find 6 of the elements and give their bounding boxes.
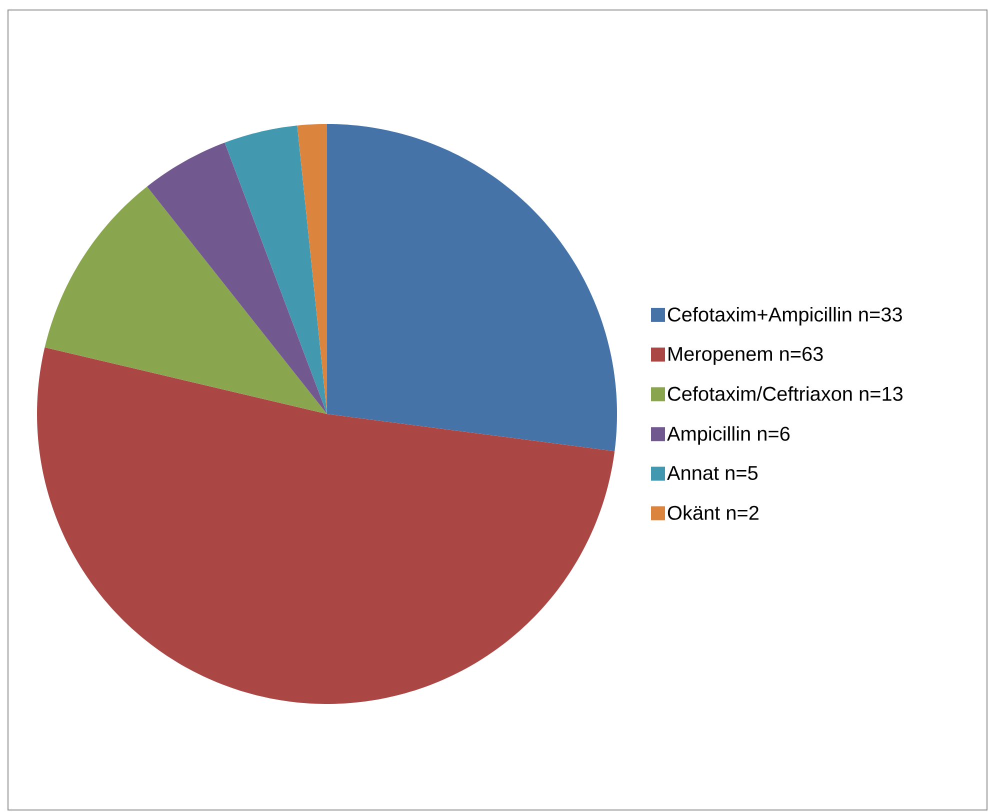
legend-label: Cefotaxim+Ampicillin n=33 bbox=[668, 306, 902, 326]
legend-label: Okänt n=2 bbox=[668, 505, 758, 520]
legend-label: Annat n=5 bbox=[667, 466, 758, 480]
legend-label: Ampicillin n=6 bbox=[667, 426, 790, 445]
legend-label: Meropenem n=63 bbox=[668, 346, 823, 365]
legend-label: Cefotaxim/Ceftriaxon n=13 bbox=[668, 386, 903, 401]
